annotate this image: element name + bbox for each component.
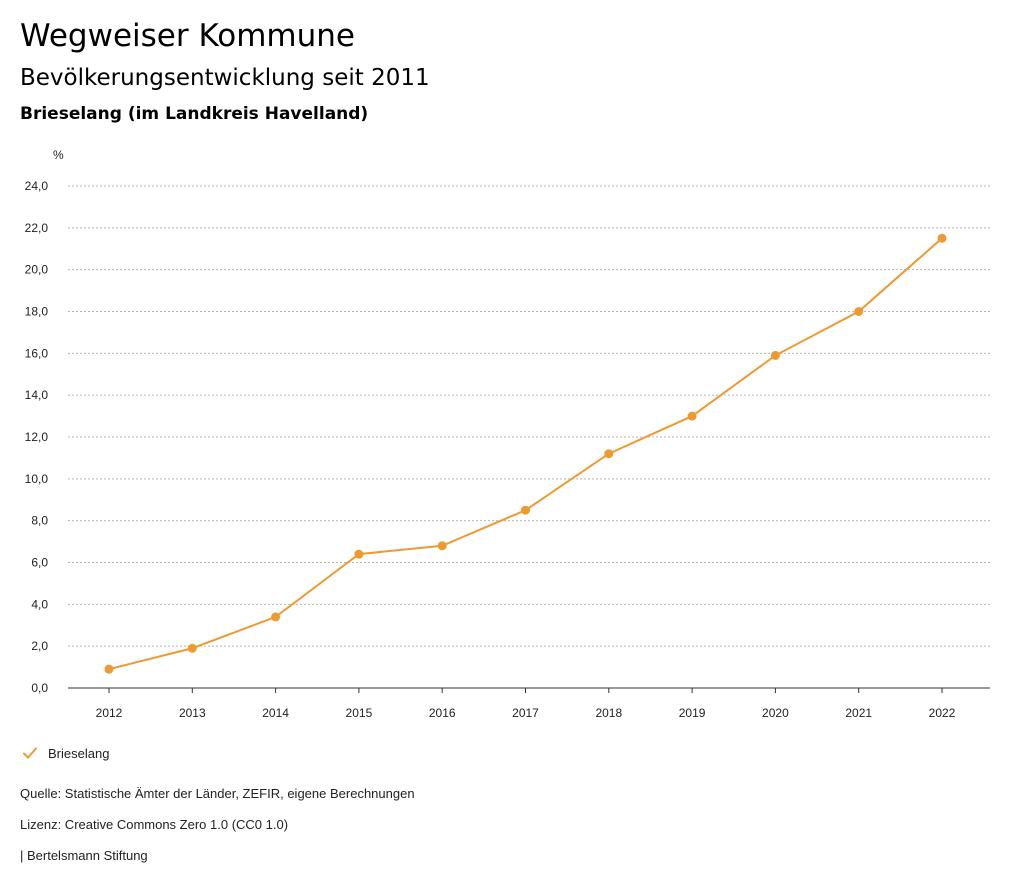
x-tick-label: 2012 [96,706,123,720]
x-tick-label: 2015 [346,706,373,720]
x-tick-label: 2019 [679,706,706,720]
data-point[interactable] [271,612,281,622]
y-tick-label: 18,0 [25,305,49,319]
data-point[interactable] [687,411,697,421]
data-point[interactable] [187,643,197,653]
page-title: Wegweiser Kommune [20,18,355,54]
data-point[interactable] [437,541,447,551]
source-note: Quelle: Statistische Ämter der Länder, Z… [20,786,415,801]
check-icon [23,747,37,759]
y-tick-label: 14,0 [25,388,49,402]
y-axis-unit-label: % [53,148,64,162]
x-tick-label: 2016 [429,706,456,720]
data-point[interactable] [104,664,114,674]
y-tick-label: 6,0 [31,556,48,570]
x-tick-label: 2020 [762,706,789,720]
chart-subtitle: Bevölkerungsentwicklung seit 2011 [20,65,430,91]
region-label: Brieselang (im Landkreis Havelland) [20,104,369,124]
y-tick-label: 16,0 [25,346,49,360]
y-tick-label: 20,0 [25,263,49,277]
y-tick-label: 4,0 [31,597,48,611]
data-point[interactable] [854,307,864,316]
license-note: Lizenz: Creative Commons Zero 1.0 (CC0 1… [20,817,289,832]
data-point[interactable] [354,549,364,559]
y-tick-label: 2,0 [31,639,48,653]
y-tick-label: 10,0 [25,472,49,486]
x-tick-label: 2022 [929,706,956,720]
x-tick-label: 2014 [262,706,289,720]
data-point[interactable] [604,449,614,459]
y-tick-label: 12,0 [25,430,49,444]
y-tick-label: 0,0 [31,681,48,695]
legend-label-brieselang: Brieselang [48,745,110,761]
y-tick-label: 24,0 [25,179,49,193]
x-tick-label: 2018 [595,706,622,720]
y-tick-label: 8,0 [31,514,48,528]
chart-legend[interactable]: Brieselang [22,745,109,761]
data-point[interactable] [770,350,780,360]
y-tick-label: 22,0 [25,221,49,235]
publisher-note: | Bertelsmann Stiftung [20,848,148,863]
line-chart: % 0,0 2,0 4,0 6,0 8,0 10,0 12,0 14,0 16,0 18,0 20,… [25,148,990,720]
x-tick-label: 2021 [845,706,872,720]
x-tick-label: 2013 [179,706,206,720]
data-point[interactable] [521,505,530,515]
data-point[interactable] [937,233,947,243]
x-tick-label: 2017 [512,706,539,720]
